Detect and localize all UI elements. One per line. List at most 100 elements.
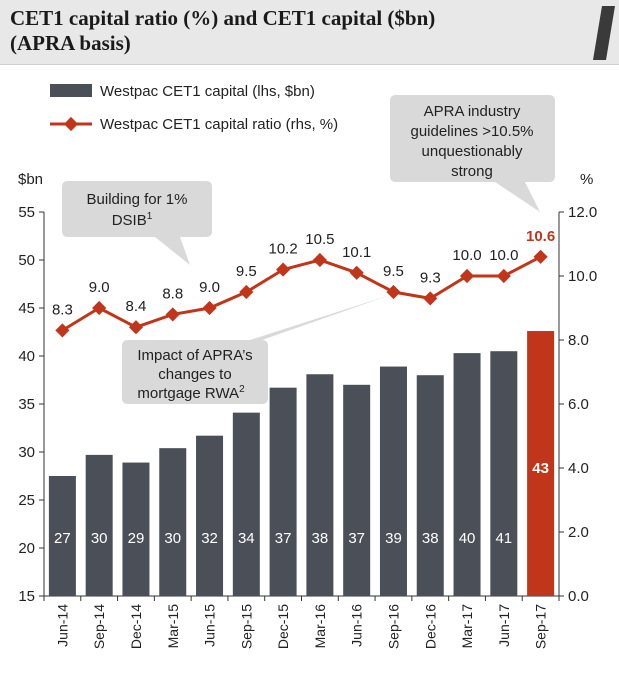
ratio-point: [92, 300, 107, 316]
capital-bar: [196, 435, 224, 596]
ratio-point: [423, 291, 438, 306]
ratio-point: [165, 307, 180, 322]
ratio-point-label: 8.3: [52, 301, 73, 318]
callout-dsib: Building for 1% DSIB1: [62, 181, 212, 265]
ratio-point-label: 9.5: [383, 263, 404, 280]
ratio-point: [202, 300, 217, 316]
ratio-point: [386, 284, 401, 300]
capital-bar: [453, 353, 481, 596]
capital-bar: [379, 366, 407, 596]
callout-dsib-word: DSIB: [112, 212, 147, 229]
callout-apra-line2: guidelines >10.5%: [410, 123, 533, 140]
x-tick-label: Sep-15: [238, 604, 254, 649]
ratio-point: [128, 320, 144, 335]
x-tick-label: Jun-17: [496, 604, 512, 647]
ratio-point: [459, 268, 475, 284]
left-tick-label: 35: [18, 396, 35, 413]
capital-bar: [269, 387, 297, 596]
right-axis-unit: %: [580, 171, 593, 188]
x-tick-label: Jun-15: [202, 604, 218, 647]
x-tick-label: Mar-17: [459, 604, 475, 649]
capital-bar-label: 40: [459, 530, 476, 547]
capital-bar: [159, 448, 187, 596]
ratio-point-label: 8.4: [126, 298, 147, 315]
x-tick-label: Jun-16: [349, 604, 365, 647]
callout-dsib-sup: 1: [147, 211, 153, 222]
callout-rwa-line1: Impact of APRA’s: [137, 347, 252, 364]
capital-bar-label: 41: [495, 530, 512, 547]
legend-line-label: Westpac CET1 capital ratio (rhs, %): [100, 116, 338, 133]
callout-rwa-word: mortgage RWA: [137, 385, 239, 402]
ratio-point: [239, 284, 254, 300]
callout-rwa-line2: changes to: [158, 366, 231, 383]
x-tick-label: Jun-14: [54, 604, 70, 647]
capital-bar-label: 27: [54, 530, 71, 547]
callout-apra-line4: strong: [451, 163, 493, 180]
right-tick-label: 8.0: [568, 332, 589, 349]
capital-bar-label: 37: [348, 530, 365, 547]
ratio-point-label: 9.3: [420, 269, 441, 286]
right-tick-label: 0.0: [568, 588, 589, 605]
ratio-point-label: 10.5: [305, 231, 334, 248]
x-tick-label: Sep-14: [91, 604, 107, 649]
right-tick-label: 2.0: [568, 524, 589, 541]
title-bar: CET1 capital ratio (%) and CET1 capital …: [0, 0, 619, 65]
left-tick-label: 40: [18, 348, 35, 365]
callout-rwa-sup: 2: [239, 384, 245, 395]
capital-bar-label: 30: [91, 530, 108, 547]
right-tick-label: 6.0: [568, 396, 589, 413]
callouts: Building for 1% DSIB1 APRA industry guid…: [62, 95, 555, 404]
right-tick-label: 4.0: [568, 460, 589, 477]
ratio-point-label: 9.0: [199, 279, 220, 296]
ratio-point-label: 8.8: [162, 285, 183, 302]
capital-bar-label: 30: [164, 530, 181, 547]
capital-bar: [232, 412, 260, 596]
callout-rwa: Impact of APRA’s changes to mortgage RWA…: [122, 295, 390, 404]
x-tick-label: Mar-15: [165, 604, 181, 649]
capital-bar-label: 39: [385, 530, 402, 547]
ratio-point-label: 9.5: [236, 263, 257, 280]
slash-decoration-icon: [593, 6, 615, 60]
ratio-line: [61, 255, 542, 332]
x-tick-label: Dec-14: [128, 604, 144, 649]
chart-title: CET1 capital ratio (%) and CET1 capital …: [10, 6, 570, 56]
ratio-point: [276, 262, 291, 277]
ratio-point: [55, 323, 70, 338]
left-tick-label: 25: [18, 492, 35, 509]
capital-bar-label: 38: [422, 530, 439, 547]
capital-bar: [48, 476, 76, 596]
left-axis-unit: $bn: [18, 171, 43, 188]
left-tick-label: 15: [18, 588, 35, 605]
ratio-point-label: 10.6: [526, 228, 555, 245]
left-tick-label: 55: [18, 204, 35, 221]
ratio-point-label: 10.0: [489, 247, 518, 264]
left-tick-label: 20: [18, 540, 35, 557]
capital-bar-label: 37: [275, 530, 292, 547]
right-tick-label: 10.0: [568, 268, 597, 285]
callout-dsib-line1: Building for 1%: [87, 191, 188, 208]
capital-bar: [527, 331, 555, 596]
capital-bar: [122, 462, 150, 596]
ratio-point: [349, 265, 364, 280]
ratio-line-series: 8.3 9.0 8.4 8.8 9.0 9.5 10.2 10.5 10.1 9.5 9.3 10.0…: [52, 228, 555, 338]
x-tick-label: Sep-17: [533, 604, 549, 649]
capital-bar: [416, 375, 444, 596]
callout-dsib-line2: DSIB1: [112, 211, 153, 229]
capital-bar-label: 29: [128, 530, 145, 547]
capital-bar-label: 32: [201, 530, 218, 547]
legend-marker-swatch: [63, 116, 79, 132]
capital-bar-label: 38: [312, 530, 329, 547]
capital-bar: [85, 454, 113, 596]
callout-apra-line3: unquestionably: [422, 143, 523, 160]
x-tick-label: Dec-15: [275, 604, 291, 649]
x-tick-label: Dec-16: [422, 604, 438, 649]
capital-bar: [490, 351, 518, 596]
left-tick-label: 30: [18, 444, 35, 461]
ratio-point-label: 10.2: [269, 241, 298, 258]
ratio-point: [496, 268, 511, 284]
ratio-point-label: 9.0: [89, 279, 110, 296]
ratio-point: [533, 249, 548, 264]
legend-bar-label: Westpac CET1 capital (lhs, $bn): [100, 83, 315, 100]
ratio-point-label: 10.0: [452, 247, 481, 264]
